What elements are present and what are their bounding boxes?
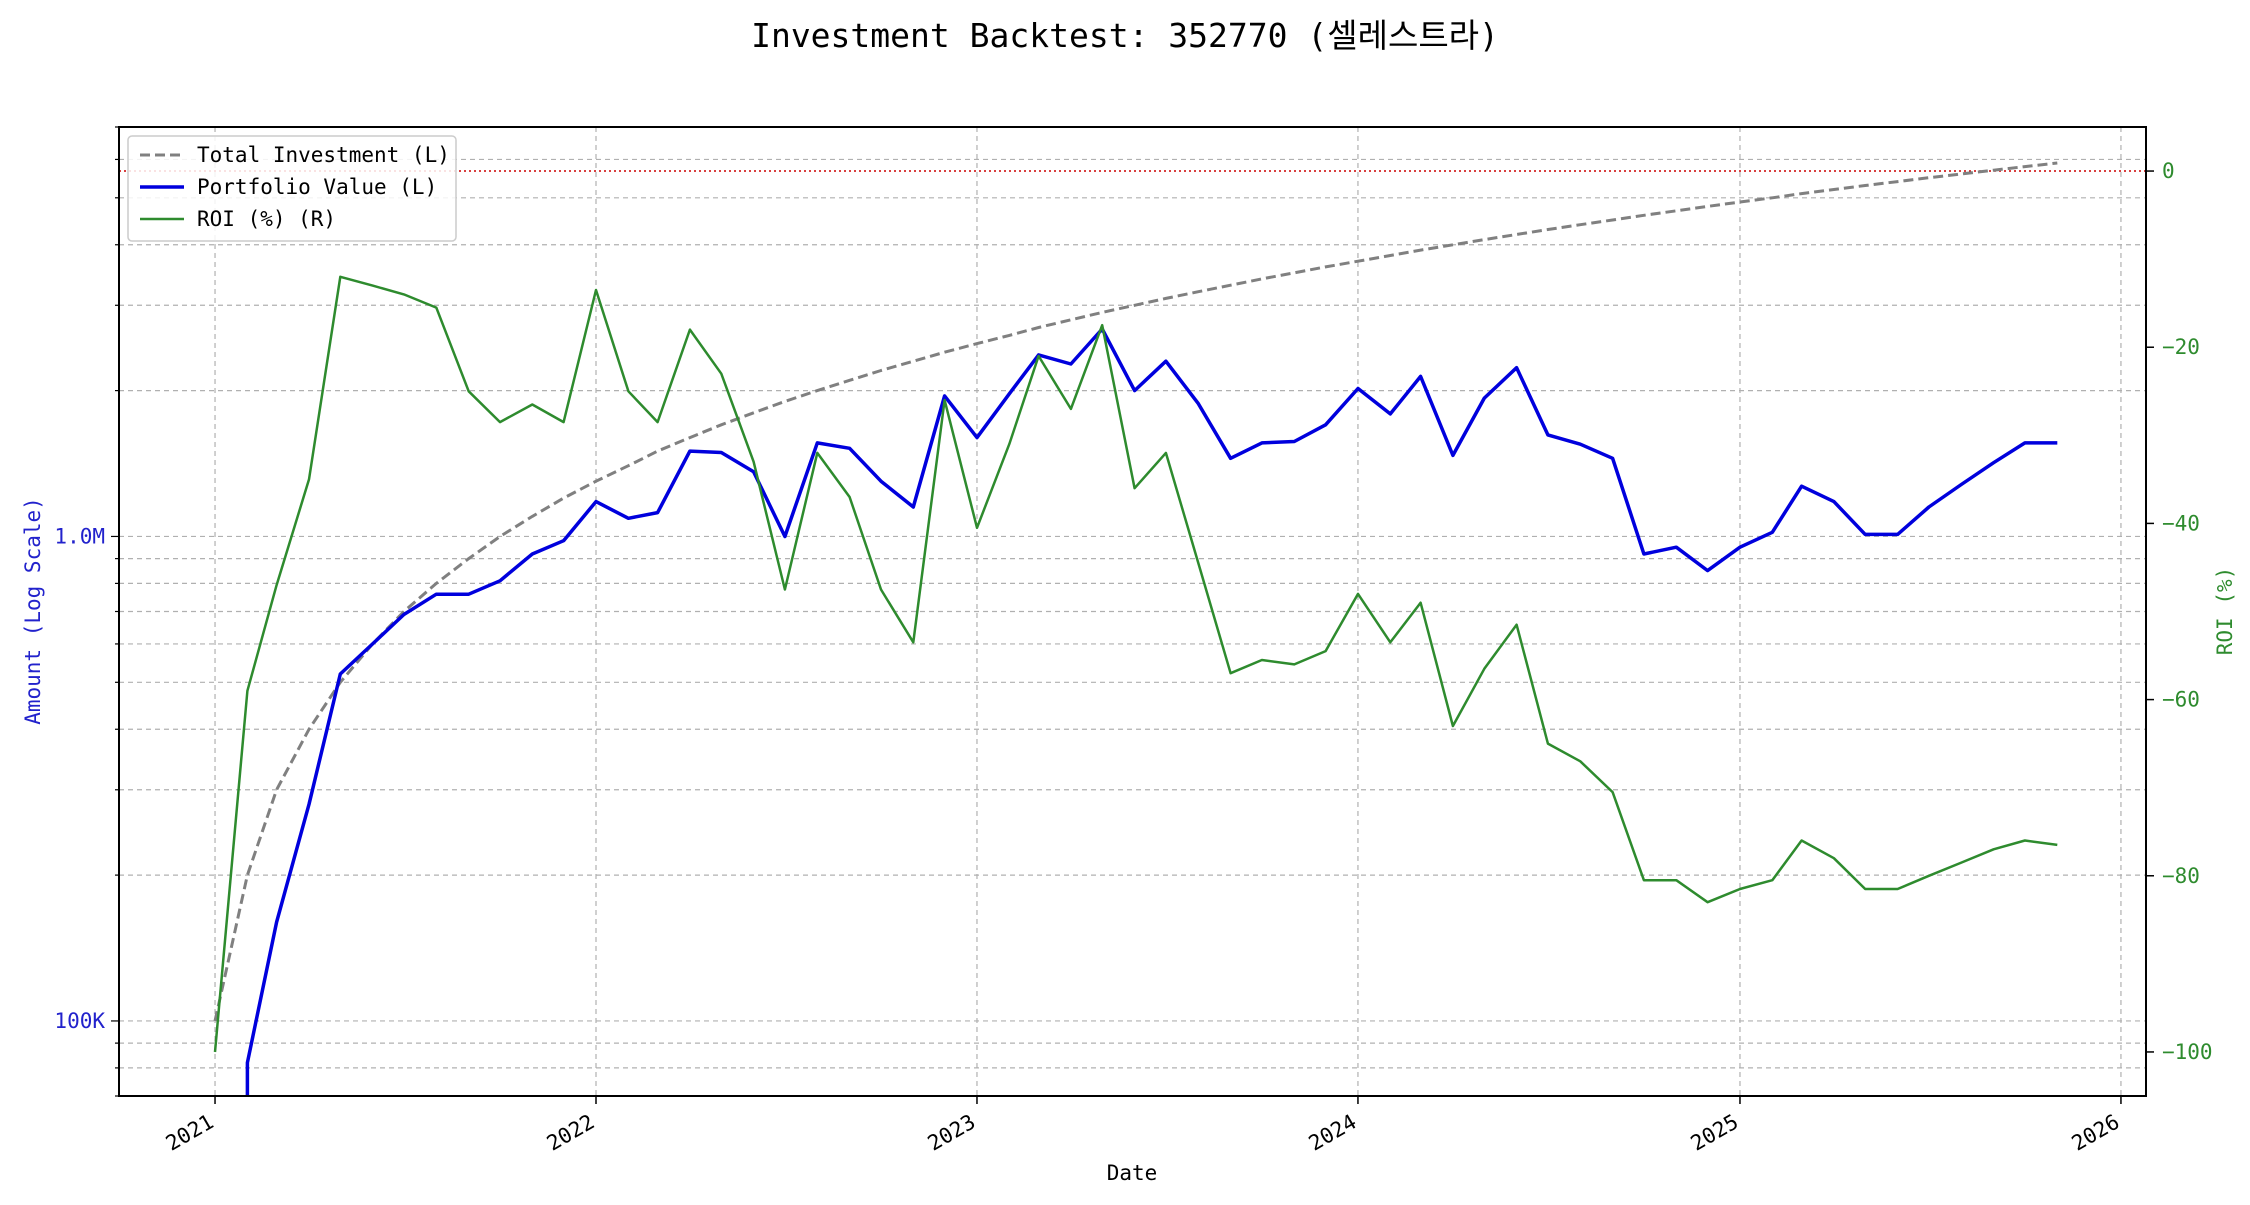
legend-label-total-investment: Total Investment (L) xyxy=(197,143,450,167)
right-tick-label: −100 xyxy=(2162,1040,2213,1064)
left-tick-label: 100K xyxy=(54,1009,105,1033)
x-tick-label: 2023 xyxy=(924,1110,980,1156)
right-tick-label: −80 xyxy=(2162,864,2200,888)
series-layer xyxy=(213,161,2058,1096)
axes-layer: 2021 2022 2023 2024 2025 2026 100K 1.0M 0 −20 −40 −… xyxy=(54,126,2213,1156)
right-tick-label: −20 xyxy=(2162,335,2200,359)
roi-line xyxy=(213,275,2058,1053)
right-tick-label: 0 xyxy=(2162,159,2175,183)
right-axis-label: ROI (%) xyxy=(2213,567,2237,656)
legend-label-roi: ROI (%) (R) xyxy=(197,207,336,231)
legend-label-portfolio-value: Portfolio Value (L) xyxy=(197,175,437,199)
x-axis-label: Date xyxy=(1107,1161,1158,1185)
x-tick-label: 2026 xyxy=(2068,1110,2124,1156)
x-tick-label: 2024 xyxy=(1305,1110,1361,1156)
legend-box xyxy=(127,135,457,242)
chart-title: Investment Backtest: 352770 (셀레스트라) xyxy=(751,16,1499,55)
total-investment-line xyxy=(213,161,2058,1022)
left-axis-label: Amount (Log Scale) xyxy=(21,497,45,725)
right-tick-label: −40 xyxy=(2162,511,2200,535)
x-tick-label: 2022 xyxy=(543,1110,599,1156)
x-tick-label: 2021 xyxy=(162,1110,218,1156)
x-tick-label: 2025 xyxy=(1687,1110,1743,1156)
grid-layer xyxy=(119,126,2146,1097)
portfolio-value-line xyxy=(245,327,2058,1096)
legend: Total Investment (L) Portfolio Value (L)… xyxy=(127,135,457,242)
left-tick-label: 1.0M xyxy=(54,524,105,548)
right-tick-label: −60 xyxy=(2162,688,2200,712)
